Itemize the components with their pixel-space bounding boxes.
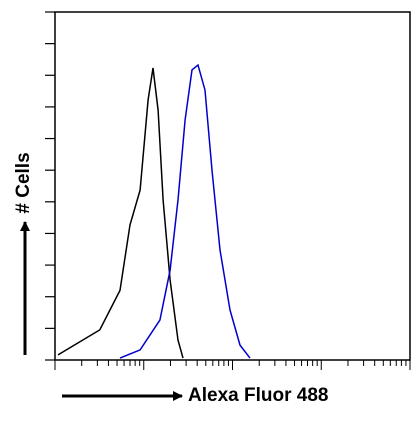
y-axis-label: # Cells — [13, 152, 34, 213]
plot-frame — [54, 11, 411, 361]
x-axis-label: Alexa Fluor 488 — [188, 385, 328, 406]
histogram-line — [57, 67, 184, 359]
histogram-line — [119, 63, 251, 359]
